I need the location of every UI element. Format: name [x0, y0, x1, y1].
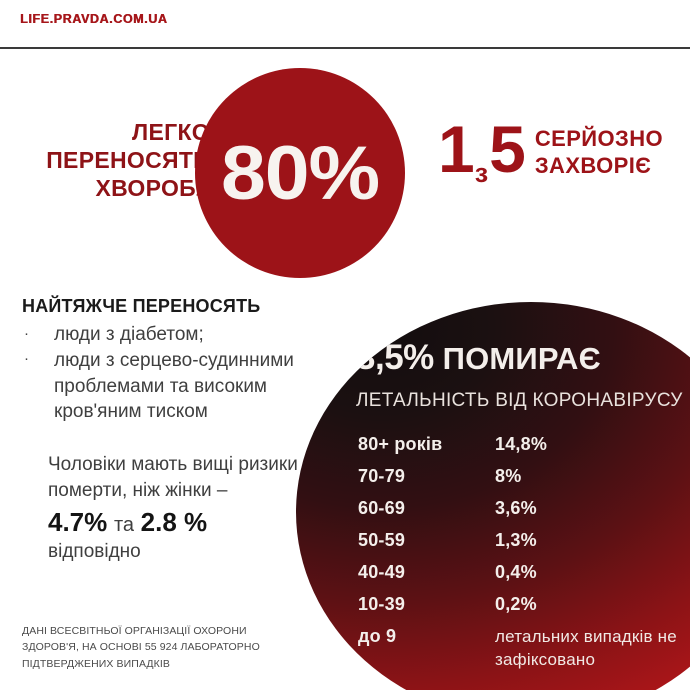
- ratio-denominator: 5: [489, 112, 526, 186]
- mortality-headline-value: 3,5%: [356, 338, 434, 377]
- table-row: до 9 летальних випадків не зафіксовано: [358, 626, 690, 672]
- gender-risk-suffix: відповідно: [48, 541, 141, 563]
- mortality-rate-value: летальних випадків не зафіксовано: [495, 627, 677, 669]
- source-note: ДАНІ ВСЕСВІТНЬОЇ ОРГАНІЗАЦІЇ ОХОРОНИ ЗДО…: [22, 625, 260, 670]
- age-group-label: 70-79: [358, 466, 406, 486]
- bullet-dot-icon: ·: [24, 350, 29, 368]
- ratio-numerator: 1: [438, 112, 475, 186]
- mortality-rate-value: 0,2%: [495, 594, 537, 614]
- mortality-rate-value: 3,6%: [495, 498, 537, 518]
- severe-bullet-list: · люди з діабетом; · люди з серцево-суди…: [22, 322, 342, 425]
- mortality-rate-value: 8%: [495, 466, 522, 486]
- age-group-label: 60-69: [358, 498, 406, 518]
- age-group-label: 80+ років: [358, 434, 443, 454]
- severe-item-text: люди з діабетом;: [54, 324, 204, 345]
- mortality-headline-word: ПОМИРАЄ: [442, 341, 601, 376]
- hero-left-text: ЛЕГКО ПЕРЕНОСЯТЬ ХВОРОБУ: [10, 118, 210, 202]
- ratio-separator: з: [474, 158, 489, 188]
- table-row: 80+ років 14,8%: [358, 434, 690, 466]
- site-logo: LIFE.PRAVDA.COM.UA: [20, 12, 168, 26]
- hero-left-line-3: ХВОРОБУ: [95, 175, 210, 202]
- age-group-label: 40-49: [358, 562, 406, 582]
- hero-right-text: СЕРЙОЗНО ЗАХВОРІЄ: [535, 126, 663, 180]
- gender-risk-text: Чоловіки мають вищі ризики померти, ніж …: [48, 454, 298, 501]
- mortality-rate-value: 1,3%: [495, 530, 537, 550]
- bullet-dot-icon: ·: [24, 324, 29, 342]
- gender-risk-figures: 4.7% та 2.8 %: [48, 506, 308, 540]
- female-mortality-value: 2.8 %: [140, 506, 208, 537]
- hero-percentage-value: 80%: [220, 130, 380, 216]
- age-group-label: 50-59: [358, 530, 406, 550]
- list-item: · люди з діабетом;: [22, 322, 342, 348]
- header-divider: [0, 47, 690, 49]
- severe-section-title: НАЙТЯЖЧЕ ПЕРЕНОСЯТЬ: [22, 296, 261, 316]
- gender-risk-block: Чоловіки мають вищі ризики померти, ніж …: [48, 452, 308, 565]
- list-item: · люди з серцево-судинними проблемами та…: [22, 348, 342, 425]
- table-row: 70-79 8%: [358, 466, 690, 498]
- gender-conjunction: та: [113, 513, 134, 536]
- mortality-rate-value: 14,8%: [495, 434, 548, 454]
- table-row: 50-59 1,3%: [358, 530, 690, 562]
- table-row: 40-49 0,4%: [358, 562, 690, 594]
- hero-left-line-2: ПЕРЕНОСЯТЬ: [46, 147, 210, 174]
- mortality-subtitle: ЛЕТАЛЬНІСТЬ ВІД КОРОНАВІРУСУ: [356, 390, 683, 411]
- age-group-label: до 9: [358, 626, 397, 646]
- hero-percentage-circle: 80%: [195, 68, 405, 278]
- table-row: 60-69 3,6%: [358, 498, 690, 530]
- hero-right-line-1: СЕРЙОЗНО: [534, 126, 664, 151]
- hero-left-line-1: ЛЕГКО: [132, 119, 210, 145]
- mortality-panel: 3,5% ПОМИРАЄ ЛЕТАЛЬНІСТЬ ВІД КОРОНАВІРУС…: [296, 302, 690, 690]
- severe-item-text: люди з серцево-судинними проблемами та в…: [54, 349, 294, 423]
- mortality-panel-inner: 3,5% ПОМИРАЄ ЛЕТАЛЬНІСТЬ ВІД КОРОНАВІРУС…: [296, 302, 690, 690]
- male-mortality-value: 4.7%: [48, 506, 108, 537]
- mortality-table: 80+ років 14,8% 70-79 8% 60-69 3,6% 50-5…: [358, 434, 690, 672]
- mortality-rate-value: 0,4%: [495, 562, 537, 582]
- mortality-headline: 3,5% ПОМИРАЄ: [356, 338, 690, 378]
- table-row: 10-39 0,2%: [358, 594, 690, 626]
- hero-right-line-2: ЗАХВОРІЄ: [534, 152, 652, 178]
- age-group-label: 10-39: [358, 594, 406, 614]
